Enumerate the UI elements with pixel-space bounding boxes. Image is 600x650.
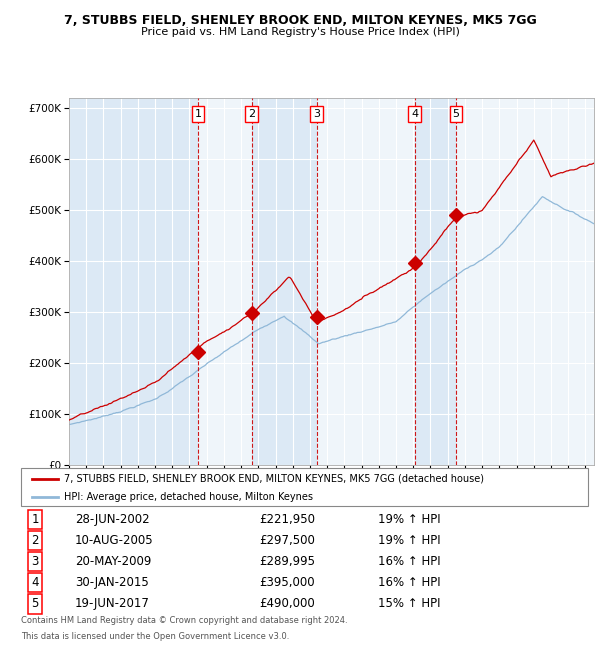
Bar	[317, 98, 415, 465]
Text: 30-JAN-2015: 30-JAN-2015	[75, 576, 149, 589]
Text: 15% ↑ HPI: 15% ↑ HPI	[378, 597, 441, 610]
Text: 1: 1	[31, 513, 39, 526]
Text: 4: 4	[411, 109, 418, 119]
Text: Price paid vs. HM Land Registry's House Price Index (HPI): Price paid vs. HM Land Registry's House …	[140, 27, 460, 37]
Text: 4: 4	[31, 576, 39, 589]
Text: 28-JUN-2002: 28-JUN-2002	[75, 513, 149, 526]
Text: HPI: Average price, detached house, Milton Keynes: HPI: Average price, detached house, Milt…	[64, 493, 313, 502]
Text: 2: 2	[248, 109, 255, 119]
Bar	[198, 98, 251, 465]
Text: 19% ↑ HPI: 19% ↑ HPI	[378, 513, 441, 526]
Text: 1: 1	[194, 109, 202, 119]
Text: 5: 5	[452, 109, 459, 119]
Text: £297,500: £297,500	[259, 534, 315, 547]
Text: 3: 3	[31, 555, 39, 568]
Text: £490,000: £490,000	[259, 597, 315, 610]
Text: £395,000: £395,000	[259, 576, 315, 589]
Text: 19-JUN-2017: 19-JUN-2017	[75, 597, 150, 610]
Text: £221,950: £221,950	[259, 513, 315, 526]
Text: 7, STUBBS FIELD, SHENLEY BROOK END, MILTON KEYNES, MK5 7GG (detached house): 7, STUBBS FIELD, SHENLEY BROOK END, MILT…	[64, 474, 484, 484]
Bar	[456, 98, 594, 465]
Text: 19% ↑ HPI: 19% ↑ HPI	[378, 534, 441, 547]
Text: 20-MAY-2009: 20-MAY-2009	[75, 555, 151, 568]
Text: 3: 3	[313, 109, 320, 119]
Text: 16% ↑ HPI: 16% ↑ HPI	[378, 555, 441, 568]
Text: 16% ↑ HPI: 16% ↑ HPI	[378, 576, 441, 589]
Text: 10-AUG-2005: 10-AUG-2005	[75, 534, 154, 547]
Text: 7, STUBBS FIELD, SHENLEY BROOK END, MILTON KEYNES, MK5 7GG: 7, STUBBS FIELD, SHENLEY BROOK END, MILT…	[64, 14, 536, 27]
Text: £289,995: £289,995	[259, 555, 315, 568]
Text: 2: 2	[31, 534, 39, 547]
Text: Contains HM Land Registry data © Crown copyright and database right 2024.: Contains HM Land Registry data © Crown c…	[21, 616, 347, 625]
Text: 5: 5	[31, 597, 39, 610]
Text: This data is licensed under the Open Government Licence v3.0.: This data is licensed under the Open Gov…	[21, 632, 289, 641]
